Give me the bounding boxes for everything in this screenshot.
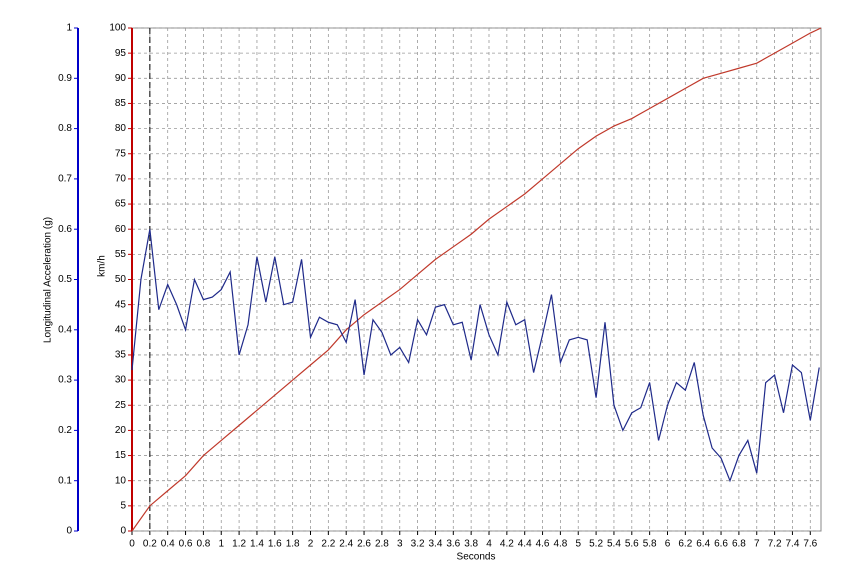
y2-tick-label: 0.8 [58,123,72,134]
x-tick-label: 2.2 [321,539,335,550]
x-tick-label: 2.8 [375,539,389,550]
y-tick-label: 90 [115,73,127,84]
x-tick-label: 2.6 [357,539,371,550]
y2-axis-label: Longitudinal Acceleration (g) [43,217,54,343]
x-tick-label: 5 [575,539,581,550]
x-tick-label: 1.6 [268,539,282,550]
x-tick-label: 0.8 [196,539,210,550]
x-tick-label: 1.4 [250,539,264,550]
x-tick-label: 5.2 [589,539,603,550]
data-line [131,229,820,483]
y-tick-label: 30 [115,375,127,386]
y-tick-label: 0 [120,526,126,537]
y2-tick-label: 0.5 [58,274,72,285]
y2-tick-label: 0.3 [58,375,72,386]
x-tick-label: 1.2 [232,539,246,550]
x-tick-label: 4 [486,539,492,550]
x-tick-label: 0.2 [143,539,157,550]
x-tick-label: 3.6 [446,539,460,550]
y-tick-label: 85 [115,98,127,109]
x-tick-label: 3.2 [411,539,425,550]
x-tick-label: 6.8 [732,539,746,550]
y2-tick-label: 0 [66,526,72,537]
x-tick-label: 5.6 [625,539,639,550]
y-tick-label: 45 [115,299,127,310]
y-tick-label: 15 [115,450,127,461]
x-tick-label: 6 [665,539,671,550]
y-tick-label: 60 [115,224,127,235]
x-tick-label: 2 [308,539,314,550]
x-tick-label: 7.6 [803,539,817,550]
y-tick-label: 75 [115,148,127,159]
y-axis-label: km/h [97,255,108,277]
y2-tick-label: 0.4 [58,324,72,335]
x-tick-label: 7.4 [785,539,799,550]
y-tick-label: 40 [115,324,127,335]
x-tick-label: 4.6 [536,539,550,550]
data-line [131,27,822,532]
x-tick-label: 0.6 [179,539,193,550]
y-tick-label: 100 [109,23,126,34]
x-tick-label: 7 [754,539,760,550]
y-tick-label: 25 [115,400,127,411]
x-tick-label: 4.8 [553,539,567,550]
x-tick-label: 6.6 [714,539,728,550]
y2-tick-label: 0.2 [58,425,72,436]
y-tick-label: 55 [115,249,127,260]
y-tick-label: 70 [115,174,127,185]
y2-tick-label: 0.1 [58,475,72,486]
x-tick-label: 1 [218,539,224,550]
y-tick-label: 10 [115,475,127,486]
x-tick-label: 5.8 [643,539,657,550]
y-tick-label: 35 [115,350,127,361]
y2-tick-label: 0.6 [58,224,72,235]
x-tick-label: 7.2 [768,539,782,550]
x-axis-label: Seconds [457,552,496,563]
y-tick-label: 95 [115,48,127,59]
y2-tick-label: 0.7 [58,174,72,185]
x-tick-label: 5.4 [607,539,621,550]
x-tick-label: 2.4 [339,539,353,550]
x-tick-label: 4.4 [518,539,532,550]
y2-tick-label: 1 [66,23,72,34]
x-tick-label: 3.8 [464,539,478,550]
y-tick-label: 20 [115,425,127,436]
x-tick-label: 3.4 [428,539,442,550]
x-tick-label: 0 [129,539,135,550]
y-tick-label: 65 [115,199,127,210]
y-tick-label: 80 [115,123,127,134]
x-tick-label: 1.8 [286,539,300,550]
x-tick-label: 4.2 [500,539,514,550]
x-tick-label: 6.4 [696,539,710,550]
y-tick-label: 50 [115,274,127,285]
x-tick-label: 6.2 [678,539,692,550]
x-tick-label: 3 [397,539,403,550]
y2-tick-label: 0.9 [58,73,72,84]
x-tick-label: 0.4 [161,539,175,550]
y-tick-label: 5 [120,500,126,511]
